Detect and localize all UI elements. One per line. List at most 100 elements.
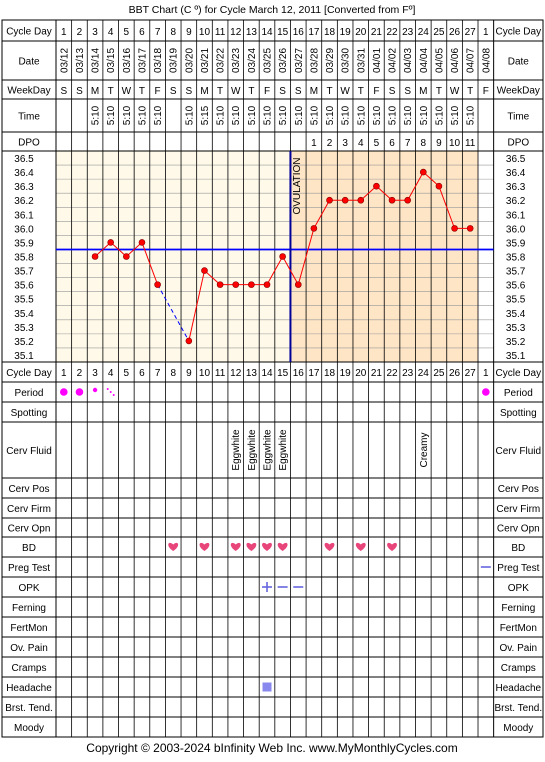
row-label-right-opk: OPK	[508, 583, 529, 594]
cycle-day-number-bottom: 8	[170, 368, 176, 379]
y-tick-label: 35.4	[14, 309, 34, 320]
time-label: 5:10	[231, 105, 242, 125]
cycle-day-number: 17	[308, 27, 320, 38]
y-tick-label: 35.6	[14, 281, 34, 292]
cycle-day-number-bottom: 9	[186, 368, 192, 379]
date-label: 03/31	[356, 48, 367, 73]
preovulation-zone	[56, 151, 290, 362]
row-label-cerv_firm: Cerv Firm	[7, 504, 51, 515]
cycle-day-number: 26	[449, 27, 461, 38]
date-label: 04/02	[388, 48, 399, 73]
cycle-day-number: 19	[340, 27, 352, 38]
row-label-right-cramps: Cramps	[501, 663, 536, 674]
weekday-label: T	[326, 86, 332, 97]
dpo-label: 2	[327, 138, 333, 149]
cerv-fluid-label: Eggwhite	[231, 429, 242, 471]
row-label-right-headache: Headache	[496, 683, 542, 694]
temp-point	[279, 253, 286, 260]
period-light-icon	[92, 387, 98, 393]
date-label: 04/03	[403, 48, 414, 73]
period-heavy-icon	[482, 388, 490, 396]
bd-heart-icon	[168, 542, 179, 551]
date-label: 03/18	[153, 48, 164, 73]
y-tick-label: 36.5	[14, 154, 34, 165]
temp-point	[435, 182, 443, 190]
period-heavy-icon	[75, 388, 84, 396]
row-label-right-cycle_day: Cycle Day	[496, 368, 542, 379]
time-label: 5:10	[278, 105, 289, 125]
cycle-day-number-bottom: 13	[246, 368, 258, 379]
temp-point	[232, 281, 240, 288]
weekday-label: T	[436, 86, 442, 97]
time-label: 5:10	[356, 105, 367, 125]
date-label: 04/01	[372, 48, 383, 73]
cycle-day-number-bottom: 26	[449, 368, 461, 379]
temp-line-segment	[94, 242, 112, 257]
temp-point	[420, 168, 427, 176]
cycle-day-number-bottom: 7	[155, 368, 161, 379]
cycle-day-number: 3	[92, 27, 98, 38]
weekday-label: S	[186, 86, 193, 97]
dpo-label: 1	[311, 138, 317, 149]
temp-point	[373, 182, 380, 190]
weekday-label: S	[295, 86, 302, 97]
cycle-day-number-bottom: 22	[386, 368, 398, 379]
cycle-day-number: 12	[230, 27, 242, 38]
cycle-day-number: 16	[293, 27, 305, 38]
cycle-day-number-bottom: 10	[199, 368, 211, 379]
y-tick-label-right: 35.8	[506, 253, 526, 264]
date-label: 04/05	[434, 48, 445, 73]
bd-heart-icon	[324, 542, 335, 551]
y-tick-label: 35.1	[14, 351, 34, 362]
period-spot-icon	[106, 388, 109, 390]
weekday-label: M	[419, 86, 427, 97]
dpo-label: 3	[342, 138, 348, 149]
y-tick-label: 35.9	[14, 238, 34, 249]
cycle-day-number: 8	[170, 27, 176, 38]
y-tick-label-right: 36.2	[506, 196, 526, 207]
cycle-day-number-bottom: 4	[108, 368, 114, 379]
time-label: 5:10	[294, 105, 305, 125]
temp-point	[341, 196, 349, 204]
cycle-day-number-bottom: 23	[402, 368, 414, 379]
y-tick-label-right: 36.1	[506, 210, 526, 221]
cycle-day-number-bottom: 11	[215, 368, 226, 379]
cycle-day-number: 21	[371, 27, 383, 38]
temp-line-segment	[438, 185, 456, 229]
y-tick-label-right: 36.3	[506, 182, 526, 193]
row-label-right-cycle_day: Cycle Day	[496, 27, 542, 38]
date-label: 04/08	[481, 48, 492, 73]
period-spot-icon	[109, 391, 112, 393]
row-label-right-date: Date	[508, 57, 530, 68]
row-label-spotting: Spotting	[11, 408, 48, 419]
y-tick-label-right: 36.5	[506, 154, 526, 165]
weekday-label: T	[139, 86, 145, 97]
time-label: 5:10	[419, 105, 430, 125]
weekday-label: T	[467, 86, 473, 97]
weekday-label: F	[264, 86, 270, 97]
cycle-day-number: 9	[186, 27, 192, 38]
row-label-right-time: Time	[507, 112, 529, 123]
temp-point	[216, 281, 224, 288]
cycle-day-number-bottom: 20	[355, 368, 367, 379]
row-label-weekday: WeekDay	[7, 86, 50, 97]
cycle-day-number-bottom: 16	[293, 368, 305, 379]
cycle-day-number-bottom: 24	[418, 368, 430, 379]
time-label: 5:10	[184, 105, 195, 125]
weekday-label: S	[60, 86, 67, 97]
y-tick-label: 35.5	[14, 295, 34, 306]
weekday-label: W	[231, 86, 241, 97]
temp-point	[154, 281, 161, 288]
y-tick-label: 35.8	[14, 253, 34, 264]
temp-point	[107, 239, 115, 246]
time-label: 5:10	[434, 105, 445, 125]
dpo-label: 8	[421, 138, 427, 149]
row-label-right-brst_tend: Brst. Tend.	[495, 703, 543, 714]
dpo-label: 11	[465, 138, 476, 149]
cycle-day-number-bottom: 12	[230, 368, 242, 379]
temp-point	[185, 337, 193, 345]
weekday-label: T	[358, 86, 364, 97]
y-tick-label-right: 35.1	[506, 351, 526, 362]
row-label-fertmon: FertMon	[10, 623, 47, 634]
ovulation-label: OVULATION	[292, 157, 303, 214]
